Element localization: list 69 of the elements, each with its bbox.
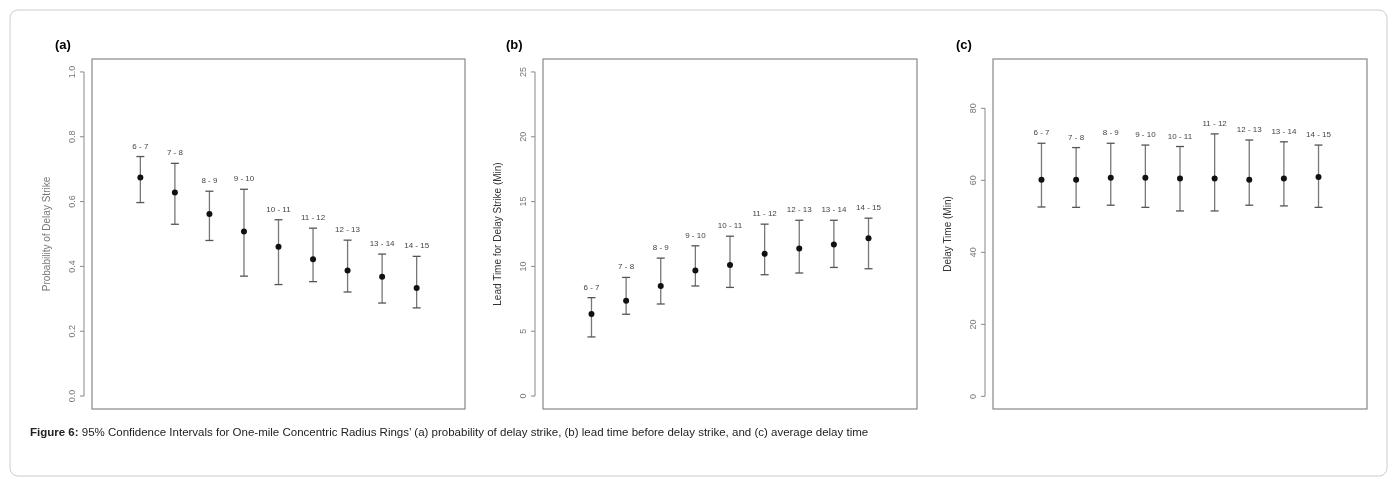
y-tick-label: 25 <box>518 66 528 77</box>
point <box>727 262 733 269</box>
y-tick-label: 20 <box>518 131 528 142</box>
x-tick-label: 13 - 14 <box>821 205 847 215</box>
y-tick-label: 5 <box>518 328 528 334</box>
point <box>657 282 664 289</box>
y-tick-label: 20 <box>968 319 978 330</box>
x-tick-label: 7 - 8 <box>618 262 635 272</box>
x-tick-label: 14 - 15 <box>856 203 882 213</box>
x-tick-label: 14 - 15 <box>1306 130 1332 140</box>
x-tick-label: 10 - 11 <box>266 204 292 214</box>
x-tick-label: 11 - 12 <box>300 213 326 223</box>
chart-title: (c) <box>956 37 972 52</box>
point <box>692 267 699 274</box>
x-tick-label: 8 - 9 <box>201 176 218 186</box>
x-tick-label: 9 - 10 <box>1135 130 1157 140</box>
y-tick-label: 40 <box>968 247 978 258</box>
y-axis-title: Lead Time for Delay Strike (Min) <box>492 162 503 306</box>
x-tick-label: 9 - 10 <box>685 230 707 240</box>
point <box>588 310 595 317</box>
point <box>830 241 837 248</box>
x-tick-label: 12 - 13 <box>335 225 361 235</box>
y-tick-label: 0 <box>968 393 978 399</box>
x-tick-label: 8 - 9 <box>652 243 670 253</box>
point <box>310 256 317 263</box>
x-tick-label: 7 - 8 <box>1068 132 1085 142</box>
point <box>137 174 144 181</box>
y-tick-label: 0.6 <box>67 195 77 208</box>
x-tick-label: 6 - 7 <box>583 282 601 292</box>
y-axis-title: Probability of Delay Strike <box>41 176 52 292</box>
point <box>865 235 872 242</box>
x-tick-label: 14 - 15 <box>404 241 430 251</box>
x-tick-label: 8 - 9 <box>1102 128 1120 138</box>
y-tick-label: 60 <box>968 175 978 186</box>
point <box>761 250 768 257</box>
x-tick-label: 12 - 13 <box>786 205 813 215</box>
point <box>379 273 386 280</box>
x-tick-label: 9 - 10 <box>233 174 255 184</box>
x-tick-label: 7 - 8 <box>166 148 184 158</box>
chart-title: (b) <box>506 37 523 52</box>
chart-title: (a) <box>55 37 71 52</box>
x-tick-label: 11 - 12 <box>752 209 778 219</box>
y-tick-label: 15 <box>518 196 528 207</box>
x-tick-label: 12 - 13 <box>1236 125 1263 135</box>
y-tick-label: 0.0 <box>67 389 77 403</box>
y-tick-label: 0.8 <box>67 130 77 144</box>
x-tick-label: 6 - 7 <box>132 141 149 151</box>
point <box>275 243 282 250</box>
x-tick-label: 6 - 7 <box>1033 128 1051 138</box>
y-axis-title: Delay Time (Min) <box>942 196 953 272</box>
y-tick-label: 0 <box>518 393 528 399</box>
y-tick-label: 0.2 <box>67 324 77 338</box>
point <box>344 267 351 274</box>
x-tick-label: 10 - 11 <box>1167 131 1193 141</box>
x-tick-label: 13 - 14 <box>1271 126 1297 136</box>
x-tick-label: 11 - 12 <box>1202 118 1228 128</box>
point <box>413 285 420 292</box>
y-tick-label: 80 <box>968 103 978 114</box>
y-tick-label: 10 <box>518 261 528 272</box>
point <box>240 228 247 235</box>
point <box>171 189 178 196</box>
x-tick-label: 13 - 14 <box>369 239 396 249</box>
point <box>796 245 803 252</box>
point <box>206 210 213 217</box>
y-tick-label: 1.0 <box>67 65 77 79</box>
point <box>623 297 630 304</box>
y-tick-label: 0.4 <box>67 260 77 273</box>
x-tick-label: 10 - 11 <box>717 221 743 231</box>
caption: Figure 6: 95% Confidence Intervals for One-mile Concentric Radius Rings’ (a) probability of delay strike, (b) lead time before delay strike, and (c) average delay time <box>30 426 869 438</box>
